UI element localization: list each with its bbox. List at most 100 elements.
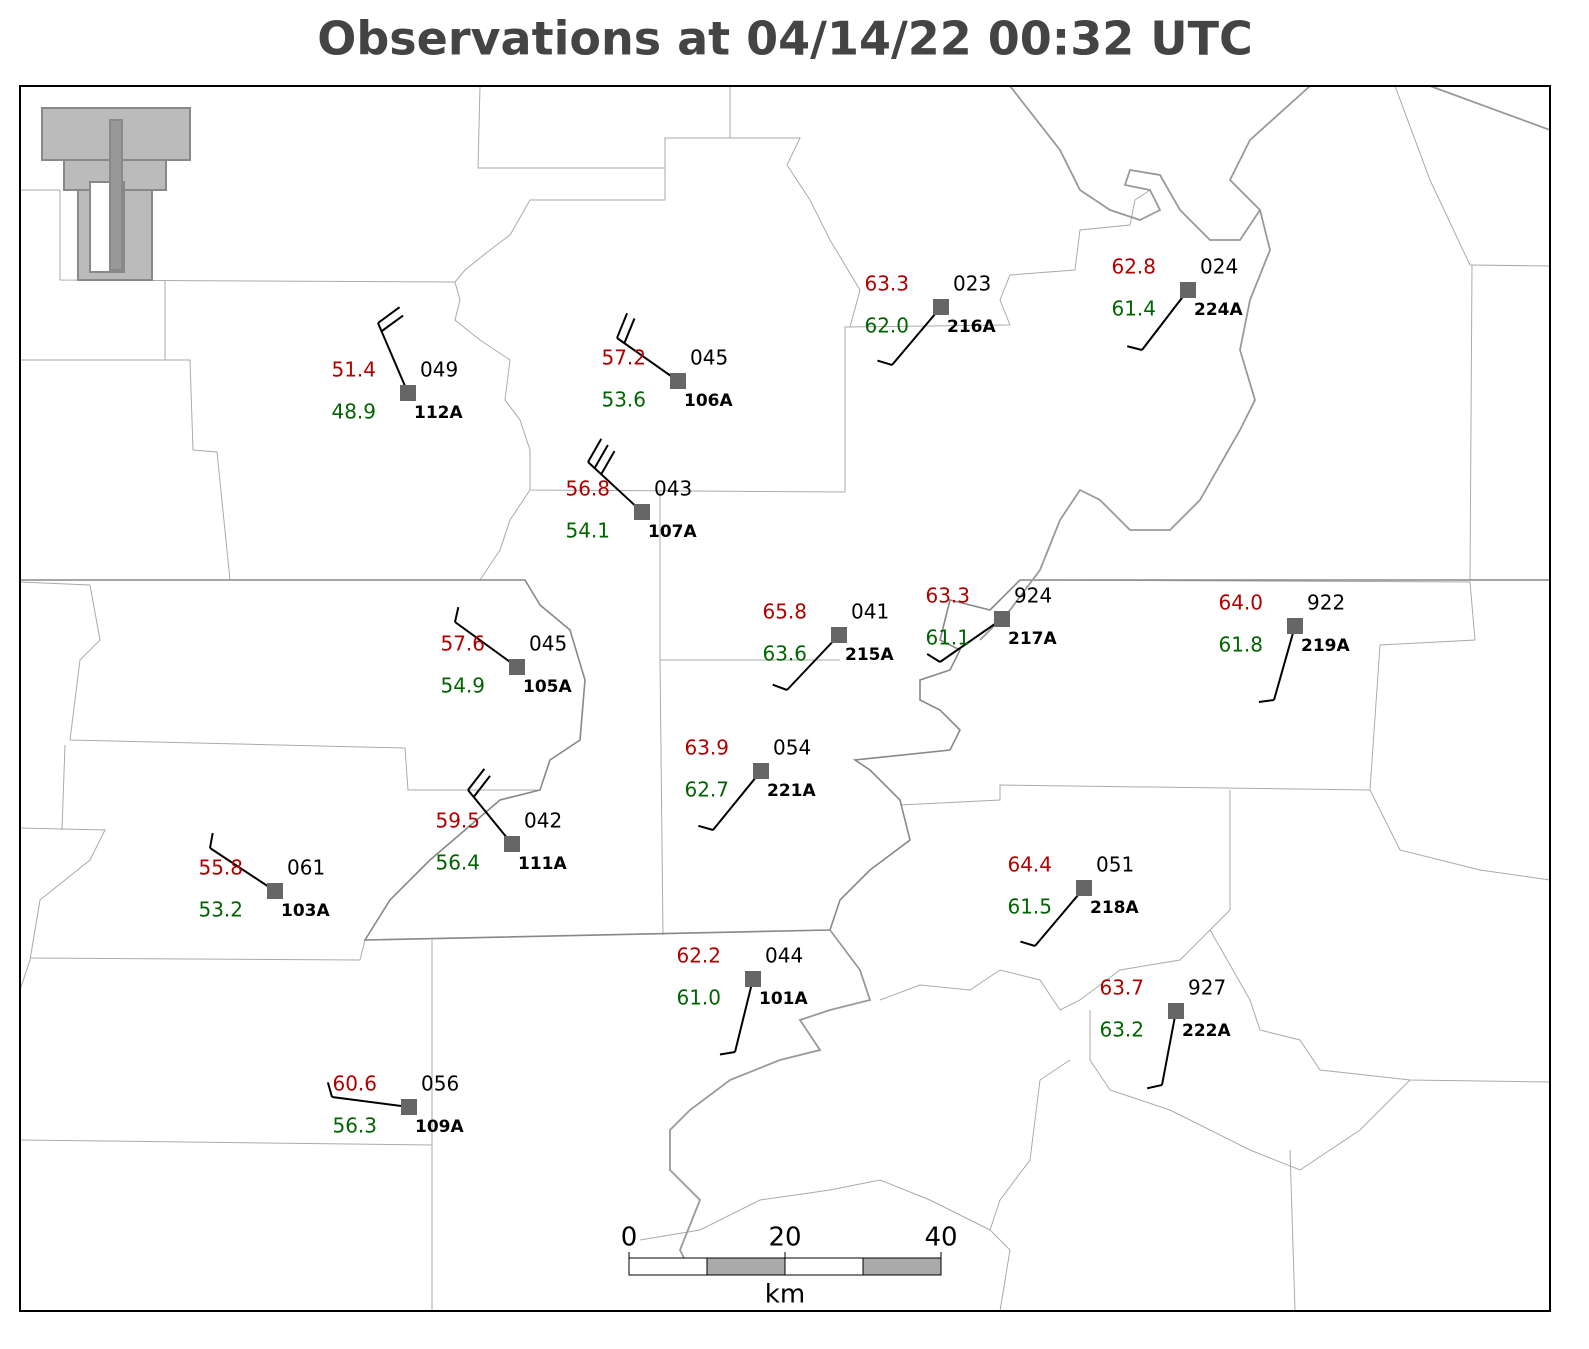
- scale-segment: [706, 1257, 786, 1276]
- dewpoint: 53.2: [198, 898, 243, 922]
- station-plot: 57.6 045 54.9 105A: [440, 606, 572, 698]
- wind-barb: [593, 444, 609, 469]
- wind-shaft: [1161, 1010, 1177, 1086]
- map-frame: [19, 85, 1551, 1312]
- pressure: 049: [420, 358, 458, 382]
- station-marker: [267, 883, 283, 899]
- pressure: 054: [773, 736, 811, 760]
- dewpoint: 63.6: [762, 642, 807, 666]
- station-plot: 59.5 042 56.4 111A: [435, 768, 567, 875]
- station-marker: [1180, 282, 1196, 298]
- wind-shaft: [467, 789, 513, 845]
- station-marker: [933, 299, 949, 315]
- dewpoint: 62.0: [864, 314, 909, 338]
- scale-segment: [862, 1257, 942, 1276]
- station-marker: [753, 763, 769, 779]
- station-marker: [1168, 1003, 1184, 1019]
- station-plot: 65.8 041 63.6 215A: [762, 600, 894, 691]
- scale-unit: km: [765, 1280, 805, 1310]
- pressure: 045: [690, 346, 728, 370]
- scale-segment: [628, 1257, 708, 1276]
- station-id: 111A: [518, 854, 567, 874]
- station-marker: [994, 611, 1010, 627]
- dewpoint: 56.4: [435, 851, 480, 875]
- wind-barb: [467, 768, 486, 791]
- temperature: 63.7: [1099, 976, 1144, 1000]
- station-marker: [401, 1099, 417, 1115]
- dewpoint: 54.9: [440, 674, 485, 698]
- pressure: 041: [851, 600, 889, 624]
- wind-barb: [1146, 1084, 1163, 1090]
- temperature: 63.3: [925, 584, 970, 608]
- dewpoint: 48.9: [331, 400, 376, 424]
- pressure: 056: [421, 1072, 459, 1096]
- temperature: 59.5: [435, 809, 480, 833]
- dewpoint: 63.2: [1099, 1018, 1144, 1042]
- wind-shaft: [1273, 625, 1296, 701]
- station-plot: 60.6 056 56.3 109A: [326, 1072, 464, 1138]
- wind-shaft: [454, 621, 518, 668]
- wind-barb: [1258, 699, 1275, 703]
- station-marker: [1076, 880, 1092, 896]
- station-plot: 57.2 045 53.6 106A: [601, 312, 733, 412]
- wind-barb: [472, 775, 491, 798]
- temperature: 57.6: [440, 632, 485, 656]
- pressure: 061: [287, 856, 325, 880]
- wind-barb: [772, 683, 788, 691]
- wind-shaft: [786, 634, 840, 691]
- temperature: 65.8: [762, 600, 807, 624]
- station-id: 221A: [767, 781, 816, 801]
- pressure: 042: [524, 809, 562, 833]
- temperature: 57.2: [601, 346, 646, 370]
- wind-barb: [454, 606, 460, 623]
- wind-shaft: [891, 306, 942, 366]
- station-id: 101A: [759, 989, 808, 1009]
- station-id: 222A: [1182, 1021, 1231, 1041]
- dewpoint: 62.7: [684, 778, 729, 802]
- pressure: 023: [953, 272, 991, 296]
- wind-barb: [1020, 940, 1036, 947]
- station-plot: 62.8 024 61.4 224A: [1111, 255, 1243, 351]
- temperature: 62.2: [676, 944, 721, 968]
- station-id: 105A: [523, 677, 572, 697]
- station-marker: [634, 504, 650, 520]
- temperature: 60.6: [332, 1072, 377, 1096]
- temperature: 51.4: [331, 358, 376, 382]
- station-plot: 62.2 044 61.0 101A: [676, 944, 808, 1056]
- station-id: 107A: [648, 522, 697, 542]
- station-marker: [509, 659, 525, 675]
- dewpoint: 61.8: [1218, 633, 1263, 657]
- temperature: 62.8: [1111, 255, 1156, 279]
- station-id: 109A: [415, 1117, 464, 1137]
- station-plot: 64.4 051 61.5 218A: [1007, 853, 1139, 947]
- station-id: 218A: [1090, 898, 1139, 918]
- pressure: 045: [529, 632, 567, 656]
- wind-shaft: [939, 618, 1003, 663]
- wind-shaft: [209, 847, 276, 892]
- wind-barb: [209, 832, 214, 849]
- wind-shaft: [712, 770, 762, 831]
- station-id: 106A: [684, 391, 733, 411]
- scale-tick-label: 40: [924, 1223, 957, 1253]
- dewpoint: 61.4: [1111, 297, 1156, 321]
- station-plot: 63.7 927 63.2 222A: [1099, 976, 1231, 1090]
- station-id: 216A: [947, 317, 996, 337]
- station-plot: 64.0 922 61.8 219A: [1218, 591, 1350, 703]
- wind-barb: [380, 314, 404, 333]
- wind-barb: [600, 450, 616, 475]
- wind-shaft: [587, 461, 643, 513]
- dewpoint: 61.1: [925, 626, 970, 650]
- scale-segment: [784, 1257, 864, 1276]
- wind-barb: [1126, 345, 1143, 351]
- station-plot: 56.8 043 54.1 107A: [565, 438, 697, 543]
- wind-shaft: [331, 1096, 410, 1108]
- wind-shaft: [616, 337, 679, 382]
- temperature: 56.8: [565, 477, 610, 501]
- boundaries: [19, 85, 1551, 1312]
- station-marker: [670, 373, 686, 389]
- pressure: 927: [1188, 976, 1226, 1000]
- pressure: 043: [654, 477, 692, 501]
- station-id: 215A: [845, 645, 894, 665]
- pressure: 924: [1014, 584, 1052, 608]
- wind-barb: [587, 438, 603, 463]
